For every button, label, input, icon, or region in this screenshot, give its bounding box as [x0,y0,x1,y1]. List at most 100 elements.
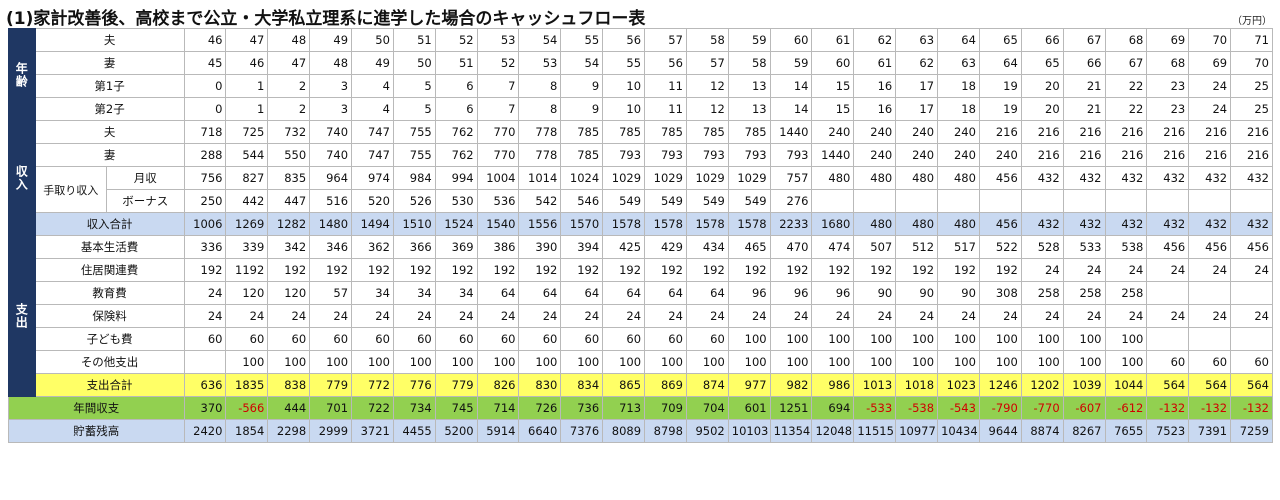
table-cell: 57 [685,51,729,75]
table-cell: 192 [434,258,478,282]
table-cell: 57 [309,281,353,305]
table-cell: 536 [476,189,520,213]
table-cell: 22 [1104,74,1148,98]
table-cell: 96 [811,281,855,305]
table-cell: 67 [1104,51,1148,75]
table-cell: 64 [476,281,520,305]
table-cell: 770 [476,120,520,144]
table-cell: 61 [853,51,897,75]
table-cell: 369 [434,235,478,259]
table-cell: 470 [769,235,813,259]
table-cell: 550 [267,143,311,167]
table-row-inc_monthly: 手取り収入 月収 756 827 835 964 974 984 994 1004 1014 1024… [9,166,1273,213]
table-cell: 8874 [1020,419,1064,443]
table-cell: 100 [727,327,771,351]
table-cell: 216 [1188,143,1232,167]
row-label: 子ども費 [34,327,185,351]
table-cell: 24 [476,304,520,328]
section-income: 収入 [8,120,36,236]
table-cell: 793 [769,143,813,167]
table-cell: 216 [1146,143,1190,167]
table-cell: 216 [1188,120,1232,144]
table-cell: 756 [183,166,227,190]
table-cell: 49 [309,28,353,52]
table-cell: 24 [183,304,227,328]
table-cell: 480 [937,166,980,190]
table-cell: 216 [1062,120,1106,144]
table-cell: 60 [267,327,311,351]
table-cell: 192 [937,258,980,282]
table-cell: 734 [392,396,436,420]
table-cell: 69 [1188,51,1232,75]
table-cell: 24 [1230,304,1273,328]
table-cell: 34 [392,281,436,305]
table-cell: 192 [602,258,646,282]
table-cell: 6640 [518,419,562,443]
table-cell: 24 [267,304,311,328]
table-cell [1188,327,1232,351]
table-cell: -770 [1020,396,1064,420]
table-cell: 100 [685,350,729,374]
table-cell: 1480 [309,212,353,236]
table-cell: 56 [644,51,687,75]
table-cell: 90 [853,281,897,305]
table-cell: 51 [392,28,436,52]
table-cell: 258 [1062,281,1106,305]
table-cell: 11354 [769,419,813,443]
table-cell: 24 [1104,258,1148,282]
table-cell: 1029 [602,166,646,190]
table-cell: 192 [183,258,227,282]
table-cell: 1 [225,97,269,121]
table-cell: 60 [1146,350,1190,374]
table-cell: 1556 [518,212,562,236]
row-label: 教育費 [34,281,185,305]
table-cell: 0 [183,74,227,98]
table-cell: 747 [351,143,394,167]
table-cell: 100 [518,350,562,374]
table-cell: 1004 [476,166,520,190]
table-cell: 100 [811,327,855,351]
table-cell: 24 [1230,258,1273,282]
table-cell: 192 [685,258,729,282]
table-cell: 564 [1230,373,1273,397]
table-cell: 456 [978,212,1022,236]
table-cell: 1044 [1104,373,1148,397]
table-cell [1188,281,1232,305]
row-label: ボーナス [106,189,185,213]
table-cell: 17 [895,74,939,98]
table-cell: 288 [183,143,227,167]
row-label: 第2子 [34,97,185,121]
table-cell: 55 [602,51,646,75]
table-cell: 736 [560,396,604,420]
table-cell: 64 [602,281,646,305]
table-cell: 480 [853,212,897,236]
table-cell: 1269 [225,212,269,236]
table-cell: 60 [309,327,353,351]
table-cell: 16 [853,97,897,121]
table-cell: 984 [392,166,436,190]
table-cell: 432 [1188,212,1232,236]
table-cell: 722 [351,396,394,420]
section-expense: 支出 [8,235,36,397]
table-cell: 24 [644,304,687,328]
table-cell: 7655 [1104,419,1148,443]
table-cell: 370 [183,396,227,420]
table-cell: 258 [1020,281,1064,305]
table-cell: 538 [1104,235,1148,259]
table-cell: 60 [811,51,855,75]
table-cell: 192 [853,258,897,282]
table-cell: 24 [309,304,353,328]
table-cell: 838 [267,373,311,397]
table-cell: 465 [727,235,771,259]
table-cell: 747 [351,120,394,144]
table-cell: 216 [1104,120,1148,144]
table-cell: 216 [1020,143,1064,167]
table-cell: 240 [895,120,939,144]
table-cell: 3 [309,97,353,121]
table-cell: 100 [937,327,980,351]
table-cell: 11 [644,74,687,98]
table-cell: 718 [183,120,227,144]
table-cell: 100 [1062,327,1106,351]
table-row-savings: 貯蓄残高 2420 1854 2298 2999 3721 4455 5200 5914 6640… [8,419,1273,443]
table-cell: 432 [1020,212,1064,236]
